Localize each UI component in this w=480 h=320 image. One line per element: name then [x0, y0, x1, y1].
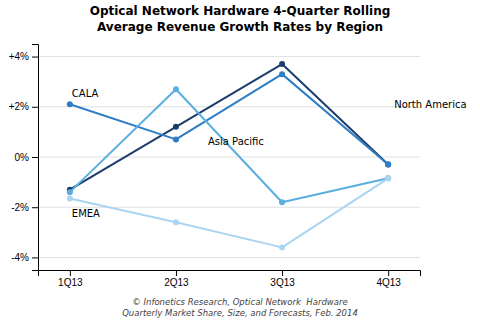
- series-point: [67, 195, 73, 201]
- series-point: [279, 244, 285, 250]
- y-tick-mark: [32, 207, 38, 208]
- title: Optical Network Hardware 4-Quarter Rolli…: [90, 4, 391, 34]
- y-tick-label: +4%: [9, 51, 29, 62]
- series-label: North America: [394, 99, 466, 110]
- x-tick-label: 2Q13: [164, 277, 189, 288]
- y-axis: -4% -2% 0% +2% +4%: [9, 45, 39, 271]
- x-axis-line: [39, 271, 421, 277]
- series-point: [279, 199, 285, 205]
- series-label: Asia Pacific: [208, 136, 264, 147]
- y-tick-mark: [32, 107, 38, 108]
- series-point: [385, 162, 391, 168]
- x-tick: 4Q13: [376, 270, 401, 288]
- grid-line: [38, 257, 420, 258]
- series-point: [279, 71, 285, 77]
- series-label: EMEA: [72, 208, 100, 219]
- grid-line: [38, 56, 420, 57]
- marks: [67, 61, 391, 250]
- y-tick: +2%: [9, 101, 38, 112]
- grid-line: [38, 157, 420, 158]
- title-line: Optical Network Hardware 4-Quarter Rolli…: [90, 4, 391, 18]
- series-point: [67, 101, 73, 107]
- series-labels: North America CALA Asia Pacific EMEA: [72, 88, 467, 219]
- series-label: CALA: [72, 88, 99, 99]
- series-point: [385, 175, 391, 181]
- x-axis: 1Q13 2Q13 3Q13 4Q13: [39, 270, 421, 288]
- series-line: [70, 74, 388, 164]
- x-tick-mark: [70, 270, 71, 276]
- footnote-line: Quarterly Market Share, Size, and Foreca…: [122, 308, 358, 318]
- y-tick: 0%: [15, 152, 38, 163]
- series-point: [173, 124, 179, 130]
- footnote: © Infonetics Research, Optical Network H…: [122, 297, 358, 318]
- x-tick-label: 4Q13: [376, 277, 401, 288]
- grid: [38, 57, 420, 258]
- x-tick-mark: [388, 270, 389, 276]
- y-tick: -2%: [11, 202, 38, 213]
- x-tick-mark: [176, 270, 177, 276]
- y-axis-line: [32, 45, 39, 271]
- y-tick-label: -4%: [11, 252, 29, 263]
- series-point: [385, 175, 391, 181]
- y-tick-label: -2%: [11, 202, 29, 213]
- y-tick: +4%: [9, 51, 38, 62]
- series-line: [70, 89, 388, 202]
- y-tick: -4%: [11, 252, 38, 263]
- series-point: [173, 219, 179, 225]
- x-tick: 2Q13: [164, 270, 189, 288]
- series-point: [67, 189, 73, 195]
- series-point: [385, 162, 391, 168]
- series-line: [70, 64, 388, 190]
- series-point: [173, 136, 179, 142]
- x-tick-mark: [282, 270, 283, 276]
- y-tick-label: 0%: [15, 152, 30, 163]
- y-tick-mark: [32, 257, 38, 258]
- series-point: [279, 61, 285, 67]
- title-line: Average Revenue Growth Rates by Region: [97, 20, 383, 34]
- x-tick: 1Q13: [58, 270, 83, 288]
- plot: -4% -2% 0% +2% +4% 1Q13 2Q13 3Q13 4Q13 North Amer…: [9, 45, 467, 289]
- y-tick-mark: [32, 157, 38, 158]
- x-tick-label: 1Q13: [58, 277, 83, 288]
- y-tick-label: +2%: [9, 101, 29, 112]
- chart: Optical Network Hardware 4-Quarter Rolli…: [0, 0, 480, 320]
- x-tick-label: 3Q13: [270, 277, 295, 288]
- series-line: [70, 178, 388, 247]
- y-tick-mark: [32, 57, 38, 58]
- series-point: [173, 86, 179, 92]
- footnote-line: © Infonetics Research, Optical Network H…: [132, 297, 347, 307]
- x-tick: 3Q13: [270, 270, 295, 288]
